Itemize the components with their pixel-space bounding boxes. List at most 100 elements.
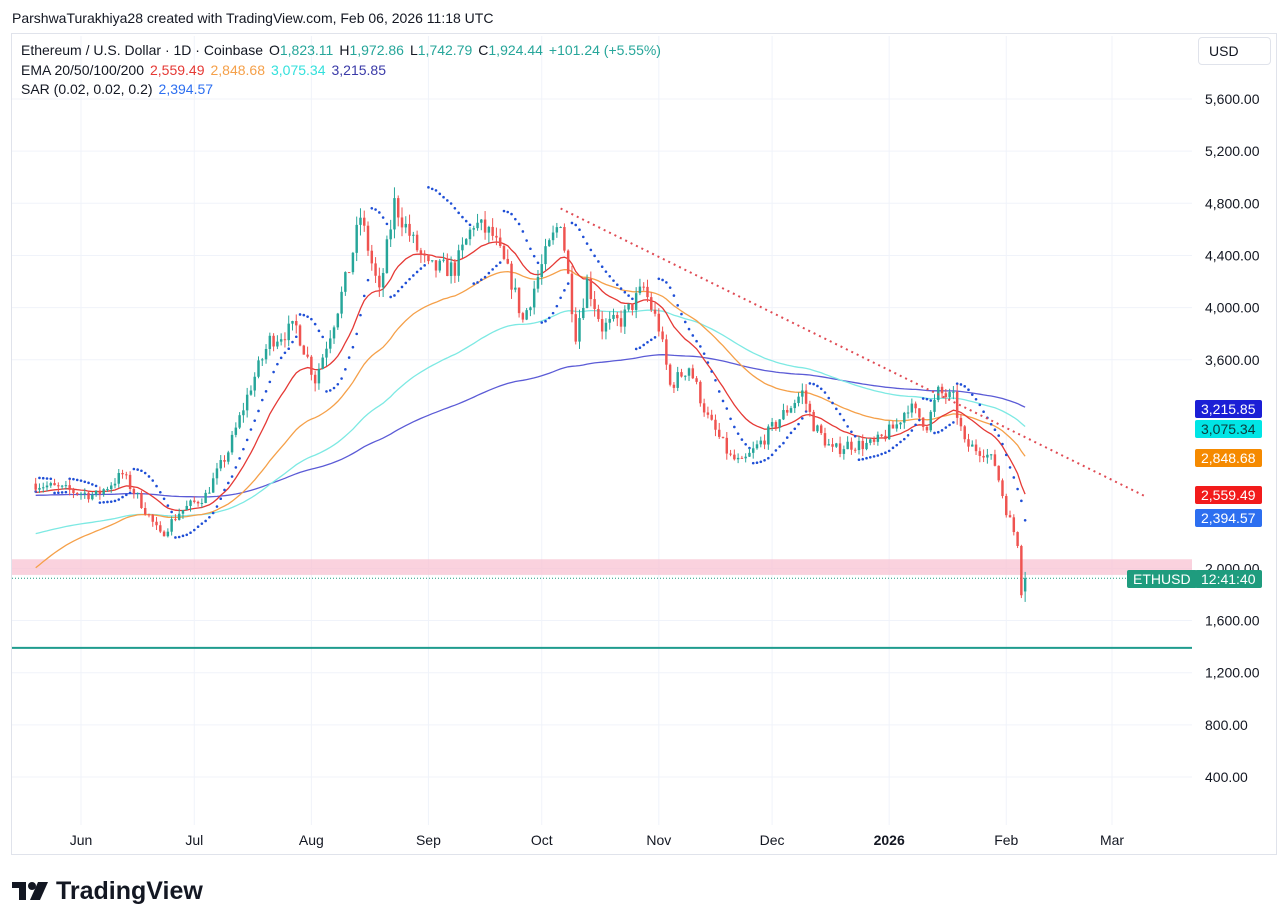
candle-body[interactable] [174,519,177,521]
candle-body[interactable] [408,223,411,236]
candle-body[interactable] [853,449,857,451]
candle-body[interactable] [98,490,102,495]
candle-body[interactable] [1012,517,1016,533]
candle-body[interactable] [302,345,306,355]
candle-body[interactable] [887,424,891,440]
candle-body[interactable] [347,272,351,274]
candle-body[interactable] [929,411,932,431]
candle-body[interactable] [676,372,679,388]
candle-body[interactable] [72,489,75,493]
candle-body[interactable] [729,453,732,455]
candle-body[interactable] [219,460,222,469]
candle-body[interactable] [759,440,763,445]
candle-body[interactable] [208,492,211,494]
candle-body[interactable] [325,348,328,358]
candle-body[interactable] [200,502,204,504]
candle-body[interactable] [744,456,747,459]
legend-sar-label[interactable]: SAR (0.02, 0.02, 0.2) [21,81,153,97]
candle-body[interactable] [566,250,570,274]
candle-body[interactable] [578,318,581,342]
candle-body[interactable] [986,454,989,458]
candle-body[interactable] [593,299,596,309]
candle-body[interactable] [517,287,521,314]
candle-body[interactable] [706,412,710,415]
candle-body[interactable] [733,454,736,460]
candle-body[interactable] [355,224,358,253]
candle-body[interactable] [804,390,808,404]
candle-body[interactable] [631,303,634,310]
candle-body[interactable] [903,412,906,423]
candle-body[interactable] [223,460,226,462]
candle-body[interactable] [627,303,630,310]
candle-body[interactable] [397,198,400,218]
candle-body[interactable] [211,478,215,493]
candle-body[interactable] [340,291,343,314]
candle-body[interactable] [514,287,517,290]
candle-body[interactable] [177,513,181,520]
candle-body[interactable] [480,219,483,223]
candle-body[interactable] [317,368,321,384]
candle-body[interactable] [1001,480,1004,497]
candle-body[interactable] [955,391,959,418]
candle-body[interactable] [914,403,917,409]
candle-body[interactable] [329,338,332,349]
candle-body[interactable] [45,485,49,488]
candle-body[interactable] [559,227,562,229]
candle-body[interactable] [850,441,853,450]
candle-body[interactable] [196,501,200,504]
candle-body[interactable] [570,273,574,315]
candle-body[interactable] [321,357,324,369]
candle-body[interactable] [1008,515,1012,518]
candle-body[interactable] [42,487,45,489]
candle-body[interactable] [476,222,479,229]
candle-body[interactable] [423,253,426,256]
candle-body[interactable] [725,437,729,454]
candle-body[interactable] [687,368,691,376]
candle-body[interactable] [921,417,925,427]
candle-body[interactable] [351,252,355,273]
candle-body[interactable] [230,434,234,453]
candle-body[interactable] [249,390,253,395]
candle-body[interactable] [672,384,676,388]
candle-body[interactable] [370,250,374,264]
candle-body[interactable] [313,374,317,384]
candle-body[interactable] [831,444,834,447]
candle-body[interactable] [661,331,664,340]
candle-body[interactable] [770,422,774,427]
candle-body[interactable] [38,487,41,490]
candle-body[interactable] [521,313,525,320]
candle-body[interactable] [767,426,770,445]
candle-body[interactable] [487,226,491,233]
candle-body[interactable] [778,419,781,428]
candle-body[interactable] [974,444,978,452]
candle-body[interactable] [638,286,642,294]
candle-body[interactable] [389,229,392,240]
candle-body[interactable] [876,434,880,442]
candle-body[interactable] [536,276,540,289]
candle-body[interactable] [283,339,287,341]
candle-body[interactable] [616,314,619,319]
candle-body[interactable] [646,286,649,298]
candle-body[interactable] [585,278,589,308]
candle-body[interactable] [109,485,113,490]
candle-body[interactable] [895,424,898,429]
candle-body[interactable] [551,232,555,241]
candle-body[interactable] [170,519,173,532]
candle-body[interactable] [899,422,902,425]
candle-body[interactable] [189,500,192,506]
candle-body[interactable] [816,425,819,432]
candle-body[interactable] [842,449,846,454]
candle-body[interactable] [91,494,94,500]
candle-body[interactable] [865,442,868,450]
candle-body[interactable] [181,510,185,514]
candle-body[interactable] [34,483,37,490]
candle-body[interactable] [574,314,577,342]
candle-body[interactable] [491,226,494,236]
candle-body[interactable] [128,474,132,489]
candle-body[interactable] [906,412,910,414]
candle-body[interactable] [159,525,162,532]
candle-body[interactable] [989,454,993,456]
candle-body[interactable] [793,403,796,409]
candle-body[interactable] [529,307,532,311]
